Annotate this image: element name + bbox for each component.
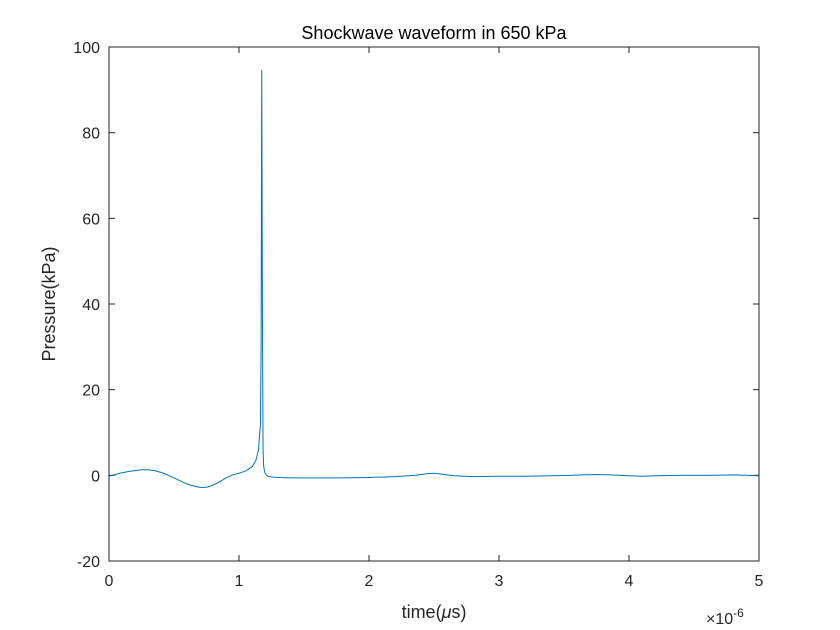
x-exponent-multiplier: ×10: [706, 611, 733, 628]
series-line: [108, 70, 760, 488]
y-tick-label: 80: [82, 126, 100, 143]
x-axis-label-suffix: s): [451, 602, 466, 622]
y-tick-label: 60: [82, 211, 100, 228]
y-axis-label: Pressure(kPa): [39, 246, 59, 361]
tick-labels: 0 1 2 3 4 5 -20 0 20 40 60 80 100: [73, 40, 763, 590]
y-tick-label: -20: [77, 554, 100, 571]
chart-title: Shockwave waveform in 650 kPa: [301, 23, 567, 43]
y-tick-label: 40: [82, 297, 100, 314]
x-exponent-power: -6: [733, 606, 744, 620]
x-tick-label: 4: [625, 573, 634, 590]
x-tick-label: 5: [755, 573, 764, 590]
axes-box: [108, 46, 760, 562]
y-tick-label: 100: [73, 40, 100, 57]
x-axis-exponent: ×10-6: [706, 606, 744, 628]
x-axis-label-prefix: time(: [402, 602, 442, 622]
x-tick-label: 0: [105, 573, 114, 590]
x-tick-label: 3: [495, 573, 504, 590]
plot-area: [109, 47, 759, 561]
x-axis-label: time(μs): [402, 602, 467, 622]
x-tick-label: 2: [365, 573, 374, 590]
y-tick-label: 20: [82, 383, 100, 400]
x-axis-label-mu: μ: [441, 602, 452, 622]
y-tick-label: 0: [91, 468, 100, 485]
x-tick-label: 1: [235, 573, 244, 590]
